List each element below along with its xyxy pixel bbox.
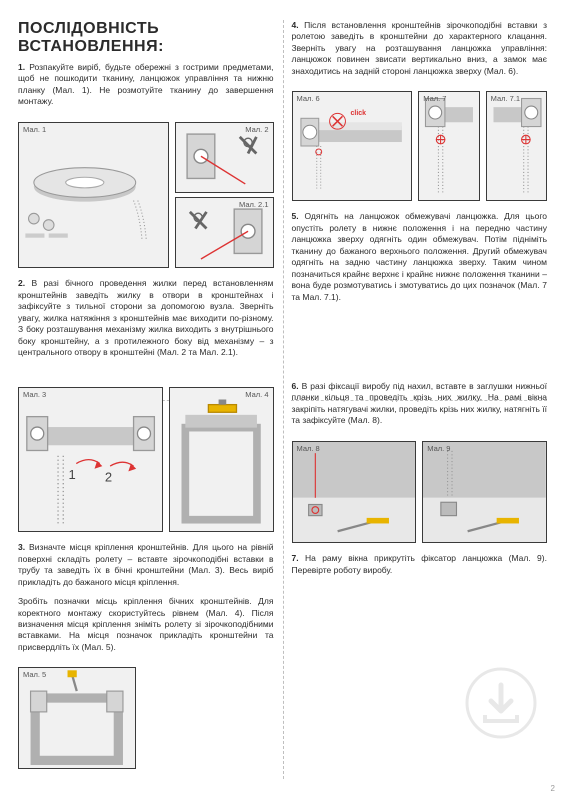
step-7: 7. На раму вікна прикрутіть фіксатор лан… bbox=[292, 553, 548, 576]
step-4-num: 4. bbox=[292, 20, 299, 30]
page-number: 2 bbox=[551, 784, 555, 793]
page-title: ПОСЛІДОВНІСТЬ ВСТАНОВЛЕННЯ: bbox=[18, 20, 274, 56]
step-3-num: 3. bbox=[18, 542, 25, 552]
col-top-right: 4. Після встановлення кронштейнів зірочк… bbox=[292, 20, 548, 367]
horizontal-divider-right bbox=[291, 400, 547, 401]
step-3-text: Визначте місця кріплення кронштейнів. Дл… bbox=[18, 542, 274, 586]
fig-9-svg bbox=[423, 442, 546, 542]
fig-9-label: Мал. 9 bbox=[427, 444, 450, 453]
fig-8-label: Мал. 8 bbox=[297, 444, 320, 453]
fig-5-label: Мал. 5 bbox=[23, 670, 46, 679]
fig-71-svg bbox=[487, 92, 546, 200]
fig-71-label: Мал. 7.1 bbox=[491, 94, 520, 103]
figure-4: Мал. 4 bbox=[169, 387, 273, 532]
watermark-icon bbox=[465, 667, 537, 739]
fig-1-label: Мал. 1 bbox=[23, 125, 46, 134]
step-7-text: На раму вікна прикрутіть фіксатор ланцюж… bbox=[292, 553, 547, 574]
fig-row-1: Мал. 1 Мал. 2 bbox=[18, 122, 274, 269]
fig-1-svg bbox=[19, 123, 168, 268]
fig-row-5: Мал. 5 bbox=[18, 667, 274, 768]
step-3: 3. Визначте місця кріплення кронштейнів.… bbox=[18, 542, 274, 588]
step-2: 2. В разі бічного проведення жилки перед… bbox=[18, 278, 274, 358]
figure-7: Мал. 7 bbox=[418, 91, 479, 201]
figure-1: Мал. 1 bbox=[18, 122, 169, 269]
step-4-text: Після встановлення кронштейнів зірочкопо… bbox=[292, 20, 548, 76]
svg-text:1: 1 bbox=[68, 467, 75, 482]
step-7-num: 7. bbox=[292, 553, 299, 563]
figure-5: Мал. 5 bbox=[18, 667, 136, 768]
col-bottom-left: Мал. 3 1 2 Мал. 4 bbox=[18, 381, 274, 779]
step-6: 6. В разі фіксації виробу під нахил, вст… bbox=[292, 381, 548, 427]
step-3b-text: Зробіть позначки місць кріплення бічних … bbox=[18, 596, 274, 652]
fig-row-8-9: Мал. 8 Мал. 9 bbox=[292, 441, 548, 543]
step-1-text: Розпакуйте виріб, будьте обережні з гост… bbox=[18, 62, 274, 106]
step-2-num: 2. bbox=[18, 278, 25, 288]
vertical-divider bbox=[283, 20, 284, 779]
figure-6: Мал. 6 click bbox=[292, 91, 413, 201]
fig-7-svg bbox=[419, 92, 478, 200]
figure-2-1: Мал. 2.1 bbox=[175, 197, 274, 268]
fig-3-label: Мал. 3 bbox=[23, 390, 46, 399]
figure-2: Мал. 2 bbox=[175, 122, 274, 193]
fig-4-svg bbox=[170, 388, 272, 531]
fig-7-label: Мал. 7 bbox=[423, 94, 446, 103]
fig-21-label: Мал. 2.1 bbox=[239, 200, 268, 209]
fig-8-svg bbox=[293, 442, 416, 542]
fig-5-svg bbox=[19, 668, 135, 767]
step-2-text: В разі бічного проведення жилки перед вс… bbox=[18, 278, 274, 357]
col-top-left: ПОСЛІДОВНІСТЬ ВСТАНОВЛЕННЯ: 1. Розпакуйт… bbox=[18, 20, 274, 367]
step-5-text: Одягніть на ланцюжок обмежувачі ланцюжка… bbox=[292, 211, 548, 301]
figure-8: Мал. 8 bbox=[292, 441, 417, 543]
fig-2-label: Мал. 2 bbox=[245, 125, 268, 134]
step-4: 4. Після встановлення кронштейнів зірочк… bbox=[292, 20, 548, 77]
click-label: click bbox=[351, 110, 367, 117]
fig-3-svg: 1 2 bbox=[19, 388, 162, 531]
fig-6-svg bbox=[293, 92, 412, 200]
step-1: 1. Розпакуйте виріб, будьте обережні з г… bbox=[18, 62, 274, 108]
fig-4-label: Мал. 4 bbox=[245, 390, 268, 399]
fig-row-6-7: Мал. 6 click Мал. 7 bbox=[292, 91, 548, 201]
fig-6-label: Мал. 6 bbox=[297, 94, 320, 103]
fig-row-3-4: Мал. 3 1 2 Мал. 4 bbox=[18, 387, 274, 532]
svg-text:2: 2 bbox=[105, 470, 112, 485]
step-1-num: 1. bbox=[18, 62, 25, 72]
figure-7-1: Мал. 7.1 bbox=[486, 91, 547, 201]
step-6-text: В разі фіксації виробу під нахил, вставт… bbox=[292, 381, 548, 425]
step-5-num: 5. bbox=[292, 211, 299, 221]
figure-9: Мал. 9 bbox=[422, 441, 547, 543]
figure-3: Мал. 3 1 2 bbox=[18, 387, 163, 532]
step-3b: Зробіть позначки місць кріплення бічних … bbox=[18, 596, 274, 653]
step-5: 5. Одягніть на ланцюжок обмежувачі ланцю… bbox=[292, 211, 548, 303]
step-6-num: 6. bbox=[292, 381, 299, 391]
